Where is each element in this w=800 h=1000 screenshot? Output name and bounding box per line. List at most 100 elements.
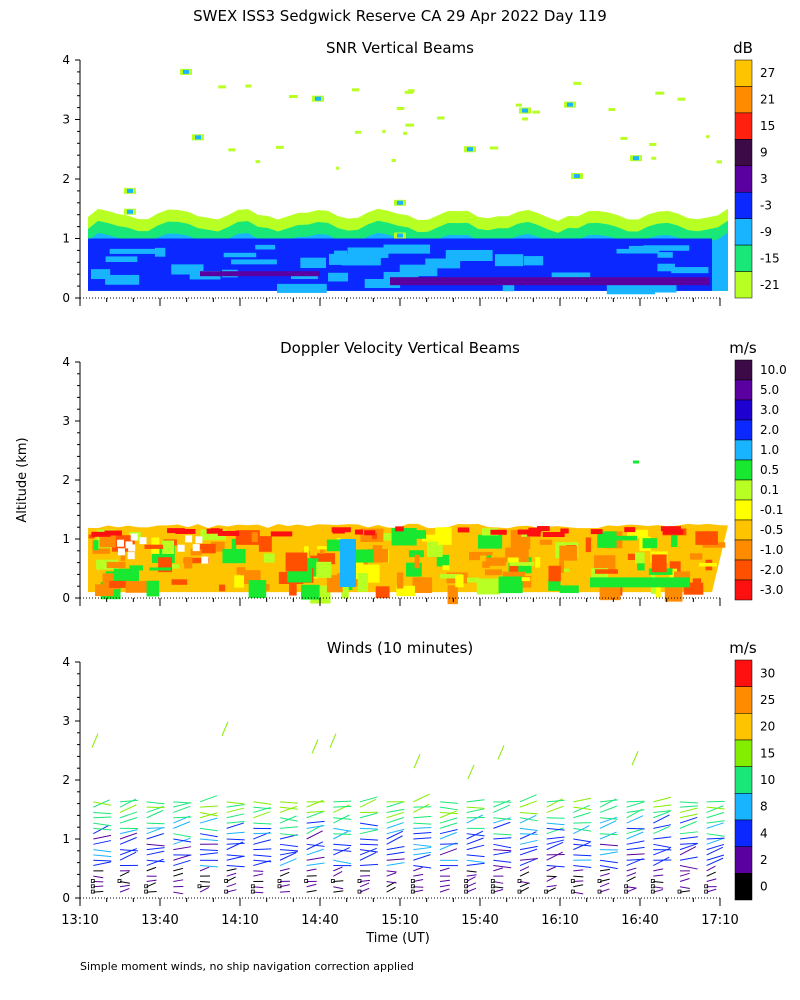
snr-patch [90,269,111,280]
wind-barb [546,799,565,803]
doppler-cell [184,557,193,569]
doppler-gap [185,535,193,543]
doppler-cell [548,579,561,591]
doppler-cell [99,534,116,548]
snr-patch [231,259,277,265]
doppler-gap [125,541,133,549]
wind-barb [386,858,405,861]
snr-patch [328,253,356,265]
calm-marker [650,879,655,883]
wind-barb [253,801,272,805]
wind-barb [413,826,432,829]
wind-barb [626,887,637,893]
wind-barb [413,803,430,813]
snr-speck [336,166,340,170]
wind-barb [413,865,432,869]
wind-barb [653,810,672,813]
snr-echo-core [467,147,473,152]
colorbar-label: -0.1 [760,503,783,517]
wind-barb [599,851,618,856]
wind-barb [333,800,352,803]
wind-barb [359,852,377,861]
wind-barb-high [631,751,639,766]
doppler-cell [597,531,617,548]
snr-speck [228,148,236,152]
doppler-cell [498,576,523,594]
snr-patch [399,264,438,277]
x-axis-label: Time (UT) [365,931,430,946]
wind-barb [706,865,716,872]
doppler-cell-strong [395,526,404,532]
colorbar-label: -21 [760,278,780,292]
wind-barb [333,859,352,865]
wind-barb [359,838,378,841]
wind-barb [653,796,671,803]
wind-barb [546,841,564,851]
wind-barb [279,849,298,852]
wind-barb [119,811,138,819]
y-tick-label: 2 [62,172,70,186]
doppler-cell-strong [536,526,550,532]
doppler-cell [411,530,427,539]
doppler-gap [116,539,124,547]
y-tick-label: 4 [62,53,70,67]
wind-barb [306,889,317,893]
wind-barb [519,858,537,867]
colorbar-label: 10 [760,773,775,787]
colorbar-swatch [734,686,753,714]
wind-barb [359,827,379,830]
doppler-cell [234,575,245,588]
colorbar-swatch [734,86,753,114]
doppler-cell-strong [91,531,111,537]
figure-title: SWEX ISS3 Sedgwick Reserve CA 29 Apr 202… [193,7,607,25]
doppler-band [590,577,690,588]
doppler-panel: Doppler Velocity Vertical Beams m/s 0 1 2 3… [62,339,787,606]
doppler-cell [442,565,450,571]
wind-barb [679,831,698,835]
wind-barb [493,880,504,884]
colorbar-swatch [734,419,753,441]
wind-barb-high [221,721,229,736]
wind-barb [119,837,137,845]
colorbar-swatch [734,499,753,521]
doppler-cell [559,545,578,561]
wind-barb [573,865,592,868]
calm-marker [490,889,495,894]
colorbar-label: 30 [760,666,775,680]
wind-barb [466,876,476,882]
wind-barb [306,856,325,861]
wind-barb [573,884,584,888]
wind-barb [226,872,237,877]
wind-barb [413,843,432,847]
y-tick-label: 2 [62,773,70,787]
wind-barb [413,873,424,877]
colorbar-label: -9 [760,225,772,239]
doppler-cell [146,580,160,597]
snr-speck [255,160,261,164]
wind-barb [439,888,450,893]
doppler-cell-strong [175,528,196,534]
colorbar-label: 1.0 [760,443,779,457]
wind-barb [626,867,637,872]
wind-barb [706,878,717,882]
wind-barb [626,815,644,824]
doppler-cell [375,586,390,599]
wind-barb [146,847,165,851]
wind-barb [279,890,291,893]
wind-barb [386,835,403,845]
wind-barb [413,815,432,819]
wind-barb [386,817,404,824]
wind-barb [573,804,591,813]
snr-echo-core [195,135,201,140]
wind-barb [386,886,396,893]
wind-barb [199,827,218,832]
y-tick-label: 0 [62,591,70,605]
wind-barb [279,858,297,867]
x-tick-label: 13:40 [141,913,178,928]
snr-patch [628,245,645,251]
doppler-cell [651,554,667,573]
y-tick-label: 1 [62,832,70,846]
wind-barb [333,849,352,852]
wind-barb [253,839,271,845]
colorbar-label: 8 [760,800,768,814]
